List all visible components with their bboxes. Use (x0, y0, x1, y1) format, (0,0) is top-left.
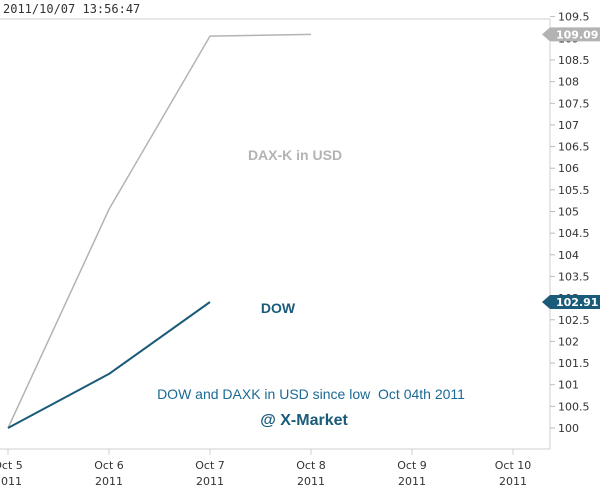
x-tick-label: Oct 7 (195, 459, 225, 472)
y-tick-label: 104 (558, 249, 579, 262)
y-axis-ticks: 109.5109108.5108107.5107106.5106105.5105… (550, 11, 590, 435)
series-line-dow (7, 301, 211, 429)
last-value-labels: 109.09 102.91 (542, 27, 600, 309)
series-line-dax (7, 33, 312, 429)
y-tick-label: 102.5 (558, 314, 590, 327)
y-tick-label: 103.5 (558, 270, 590, 283)
timestamp: 2011/10/07 13:56:47 (3, 2, 140, 16)
series-label-dax: DAX-K in USD (248, 147, 342, 163)
x-tick-label: Oct 8 (296, 459, 326, 472)
y-tick-label: 106 (558, 162, 579, 175)
y-tick-label: 107.5 (558, 97, 590, 110)
x-tick-year: 2011 (0, 475, 22, 488)
last-value-flag (542, 294, 600, 309)
x-tick-year: 2011 (196, 475, 224, 488)
x-tick-year: 2011 (95, 475, 123, 488)
source-label: @ X-Market (260, 412, 348, 429)
x-tick-label: Oct 9 (397, 459, 427, 472)
series-label-dow: DOW (261, 300, 296, 316)
x-tick-year: 2011 (499, 475, 527, 488)
x-tick-label: Oct 10 (495, 459, 532, 472)
x-tick-year: 2011 (398, 475, 426, 488)
x-axis-ticks: Oct 5 2011 Oct 6 2011 Oct 7 2011 Oct 8 2011 Oct … (0, 449, 531, 488)
y-tick-label: 104.5 (558, 227, 590, 240)
y-tick-label: 107 (558, 119, 579, 132)
x-tick-label: Oct 6 (94, 459, 124, 472)
y-tick-label: 100 (558, 422, 579, 435)
y-tick-label: 105 (558, 206, 579, 219)
last-value-label: 102.91 (556, 296, 598, 309)
last-value-flag (542, 27, 600, 42)
y-tick-label: 105.5 (558, 184, 590, 197)
y-tick-label: 108.5 (558, 54, 590, 67)
y-tick-label: 109.5 (558, 11, 590, 24)
chart-subtitle: DOW and DAXK in USD since low Oct 04th 2… (157, 386, 465, 402)
x-tick-year: 2011 (297, 475, 325, 488)
series-layer (7, 33, 312, 429)
y-tick-label: 102 (558, 335, 579, 348)
y-tick-label: 100.5 (558, 400, 590, 413)
x-tick-label: Oct 5 (0, 459, 23, 472)
y-tick-label: 101 (558, 379, 579, 392)
y-tick-label: 108 (558, 76, 579, 89)
y-tick-label: 101.5 (558, 357, 590, 370)
y-tick-label: 106.5 (558, 141, 590, 154)
last-value-label: 109.09 (556, 28, 598, 41)
